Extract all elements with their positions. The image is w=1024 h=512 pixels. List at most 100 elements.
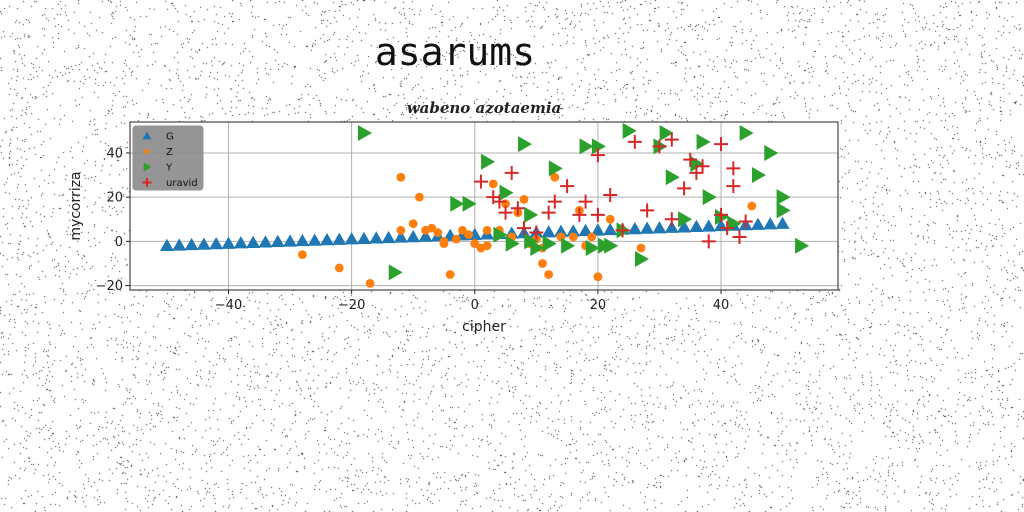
data-point	[652, 221, 667, 234]
data-point	[739, 125, 754, 142]
data-point	[603, 222, 618, 236]
y-tick-label: −20	[96, 279, 123, 294]
data-point	[695, 159, 710, 174]
chart-title: wabeno azotaemia	[407, 99, 562, 117]
legend-label: uravid	[166, 178, 198, 189]
data-point	[524, 233, 539, 250]
data-point	[482, 241, 492, 251]
data-point	[462, 195, 477, 212]
data-point	[172, 238, 187, 251]
data-point	[603, 187, 618, 202]
data-point	[541, 205, 556, 220]
legend-label: Y	[165, 163, 173, 174]
data-point	[493, 226, 508, 243]
data-point	[470, 239, 480, 248]
data-point	[578, 223, 593, 237]
data-point	[381, 230, 396, 244]
data-point	[488, 179, 498, 189]
data-point	[307, 233, 322, 246]
data-point	[701, 234, 716, 249]
data-point	[747, 201, 757, 211]
data-point	[678, 211, 693, 228]
data-point	[605, 214, 615, 224]
data-point	[764, 144, 779, 161]
data-point	[142, 178, 152, 187]
legend-box	[132, 125, 204, 191]
data-point	[689, 165, 704, 180]
data-point	[763, 217, 778, 230]
data-point	[640, 221, 655, 234]
data-point	[418, 229, 433, 242]
data-point	[209, 237, 224, 250]
data-point	[143, 162, 152, 172]
data-point	[677, 220, 692, 233]
data-point	[334, 263, 344, 273]
data-point	[615, 223, 630, 238]
data-point	[369, 231, 384, 244]
data-point	[159, 238, 174, 252]
data-point	[590, 223, 605, 236]
plot-background	[130, 122, 838, 290]
data-point	[702, 189, 717, 206]
data-point	[283, 234, 298, 247]
data-point	[320, 233, 335, 246]
data-point	[659, 125, 674, 142]
data-point	[732, 229, 747, 244]
data-point	[406, 229, 421, 243]
data-point	[751, 167, 766, 184]
data-point	[548, 160, 563, 177]
data-point	[388, 264, 403, 281]
data-point	[396, 225, 406, 235]
data-point	[622, 122, 637, 139]
data-point	[196, 237, 211, 250]
data-point	[544, 270, 554, 279]
data-point	[144, 149, 150, 154]
data-point	[481, 153, 496, 170]
data-point	[542, 235, 557, 252]
legend-label: Z	[166, 147, 173, 158]
data-point	[445, 270, 455, 279]
data-point	[590, 148, 605, 163]
data-point	[344, 232, 359, 245]
data-point	[184, 237, 199, 251]
data-point	[726, 179, 741, 194]
plot-frame	[129, 121, 839, 291]
data-point	[547, 194, 562, 209]
y-tick-label: 40	[106, 146, 123, 161]
data-point	[297, 250, 307, 260]
data-point	[408, 219, 418, 229]
series-uravid	[473, 132, 753, 249]
x-tick-label: 20	[590, 298, 607, 313]
data-point	[726, 161, 741, 176]
data-point	[498, 205, 513, 220]
data-point	[529, 225, 544, 240]
legend-label: G	[166, 132, 174, 143]
data-point	[270, 234, 285, 248]
data-point	[464, 230, 474, 240]
data-point	[598, 237, 613, 254]
data-point	[505, 235, 520, 252]
x-tick-label: −20	[338, 298, 365, 313]
data-point	[714, 207, 729, 222]
axis-ticks: −40 −20 0 20 40 −20 0 20 40	[96, 146, 730, 313]
data-point	[636, 243, 646, 253]
data-point	[553, 224, 568, 237]
data-point	[677, 181, 692, 196]
data-series	[159, 122, 810, 288]
data-point	[701, 219, 716, 232]
data-point	[572, 207, 587, 222]
data-point	[652, 139, 667, 154]
data-point	[427, 223, 437, 233]
data-point	[258, 235, 273, 248]
data-point	[439, 239, 449, 248]
data-point	[473, 174, 488, 189]
data-point	[538, 259, 547, 268]
data-point	[561, 237, 576, 254]
data-point	[590, 207, 605, 222]
data-point	[665, 169, 680, 186]
data-point	[519, 194, 529, 204]
x-axis-label: cipher	[462, 319, 506, 335]
data-point	[450, 195, 465, 212]
data-point	[568, 232, 578, 242]
